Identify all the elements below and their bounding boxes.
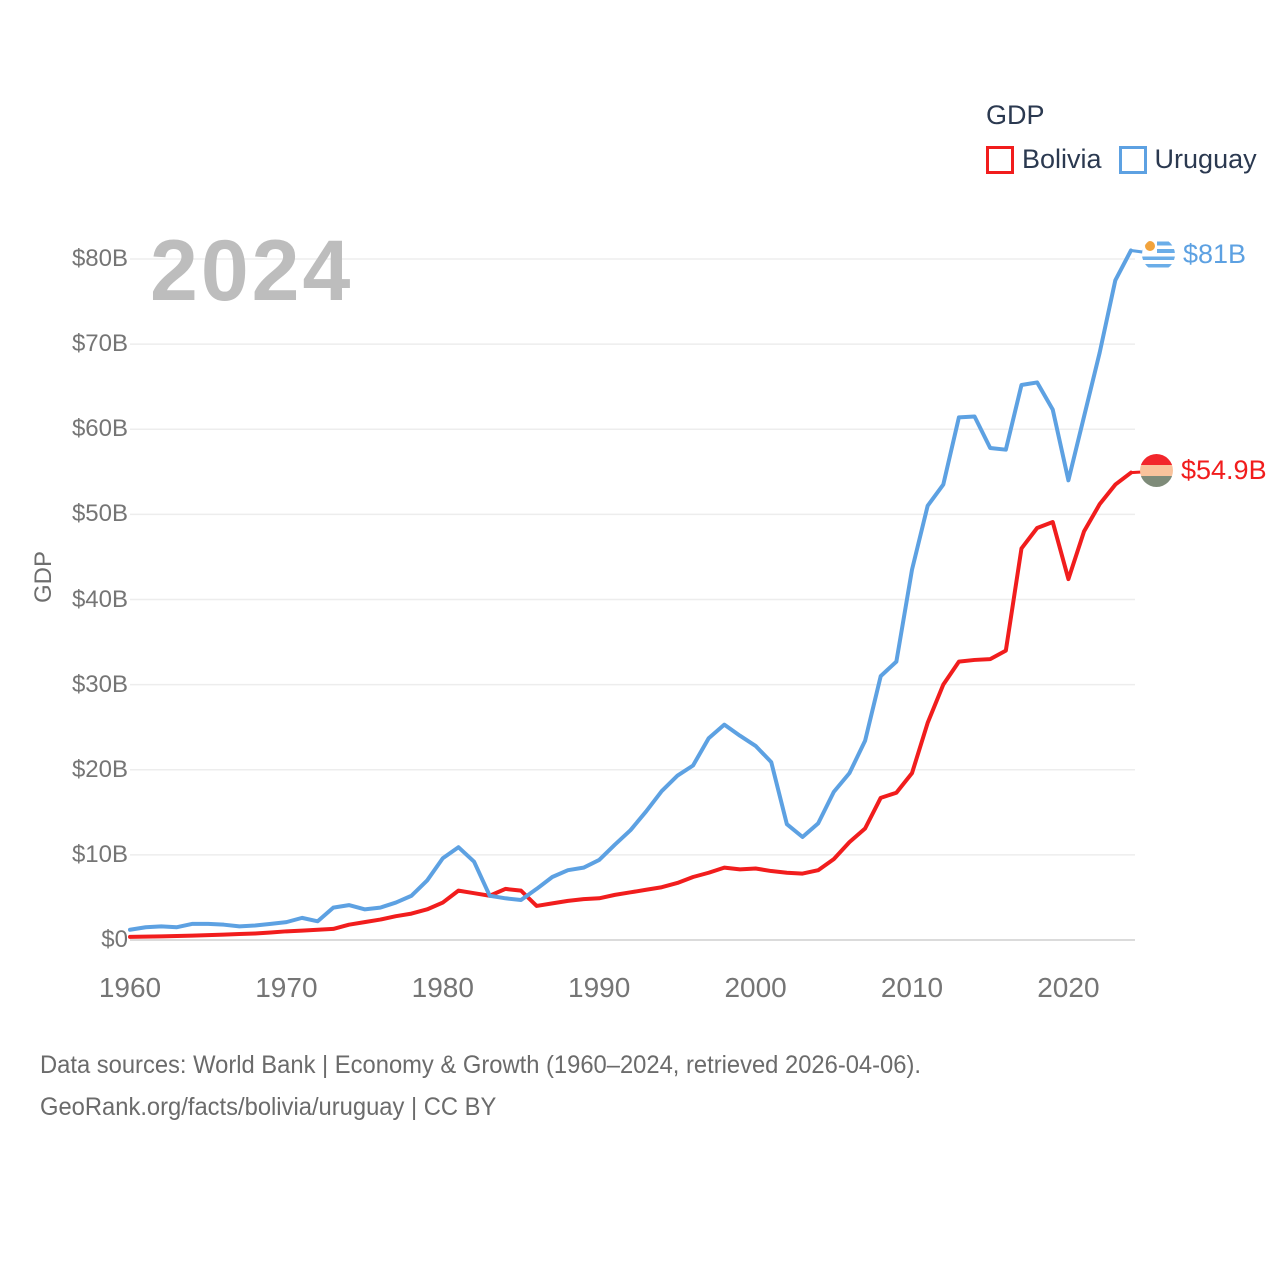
bolivia-end-label: $54.9B — [1140, 454, 1267, 487]
uruguay-flag-icon — [1142, 238, 1175, 271]
legend-label-bolivia: Bolivia — [1022, 144, 1102, 174]
watermark-year: 2024 — [150, 223, 354, 319]
bolivia-flag-icon — [1140, 454, 1173, 487]
y-axis-tick-label: $40B — [71, 585, 128, 613]
footer-attribution: Data sources: World Bank | Economy & Gro… — [40, 1044, 921, 1128]
x-axis-tick-label: 1960 — [98, 972, 162, 1003]
uruguay-line — [128, 248, 1133, 932]
x-axis-tick-label: 1980 — [411, 972, 474, 1003]
bolivia-line — [128, 470, 1133, 939]
x-axis-tick-label: 1970 — [255, 972, 318, 1003]
y-axis-tick-label: $30B — [71, 670, 128, 698]
uruguay-end-label: $81B — [1142, 238, 1246, 271]
y-axis-tick-label: $10B — [71, 840, 128, 868]
x-axis-tick-label: 1990 — [568, 972, 631, 1003]
x-axis-tick-label: 2020 — [1037, 972, 1100, 1003]
footer-data-sources: Data sources: World Bank | Economy & Gro… — [40, 1051, 921, 1079]
uruguay-legend-swatch-icon — [1118, 145, 1147, 174]
x-axis-tick-label: 2000 — [724, 972, 787, 1003]
bolivia-end-value: $54.9B — [1181, 455, 1267, 485]
y-axis-tick-label: $20B — [71, 755, 128, 783]
y-axis-tick-label: $0 — [101, 926, 128, 953]
legend-label-uruguay: Uruguay — [1154, 144, 1257, 174]
y-axis-tick-label: $70B — [71, 330, 128, 358]
footer-url: GeoRank.org/facts/bolivia/uruguay | CC B… — [40, 1093, 497, 1121]
bolivia-legend-swatch-icon — [986, 145, 1014, 174]
y-axis-tick-label: $80B — [71, 245, 128, 272]
legend: GDP Bolivia Uruguay — [986, 100, 1257, 175]
y-axis-tick-label: $50B — [71, 500, 128, 528]
x-axis-tick-label: 2010 — [880, 972, 944, 1003]
uruguay-end-value: $81B — [1183, 239, 1247, 269]
legend-title: GDP — [986, 100, 1045, 130]
y-axis-tick-label: $60B — [71, 415, 128, 443]
